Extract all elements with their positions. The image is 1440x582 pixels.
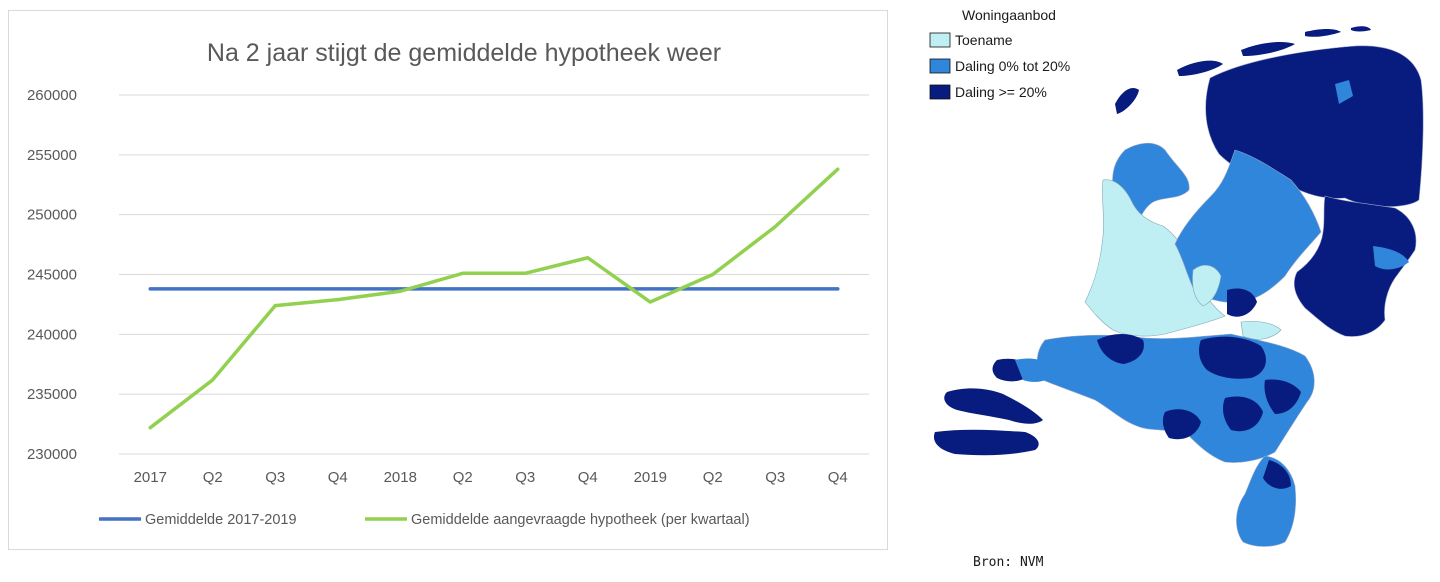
netherlands-map: Woningaanbod Toename Daling 0% tot 20% D… — [929, 7, 1424, 570]
region-east-medium — [1373, 246, 1409, 270]
x-tick-label: 2017 — [134, 469, 167, 486]
chart-panel: Na 2 jaar stijgt de gemiddelde hypotheek… — [8, 10, 888, 550]
map-source: Bron: NVM — [973, 555, 1044, 570]
map-legend-item-toename: Toename — [929, 32, 1013, 48]
y-tick-label: 250000 — [27, 207, 77, 224]
map-legend-title: Woningaanbod — [962, 7, 1056, 23]
map-legend-item-daling-0-20: Daling 0% tot 20% — [929, 58, 1070, 74]
x-tick-label: Q3 — [515, 469, 535, 486]
y-tick-label: 260000 — [27, 87, 77, 104]
wadden-islands — [1115, 26, 1371, 114]
x-tick-label: 2019 — [634, 469, 667, 486]
chart-title: Na 2 jaar stijgt de gemiddelde hypotheek… — [207, 39, 721, 67]
data-point — [211, 287, 215, 291]
data-point — [586, 287, 590, 291]
x-tick-label: Q2 — [453, 469, 473, 486]
map-legend-item-daling-20: Daling >= 20% — [929, 84, 1047, 100]
x-tick-label: Q4 — [328, 469, 348, 486]
map-legend-label: Daling 0% tot 20% — [955, 58, 1070, 74]
region-utrecht — [1192, 264, 1222, 307]
y-tick-label: 255000 — [27, 147, 77, 164]
legend-swatch-daling-20 — [929, 84, 951, 100]
x-tick-label: 2018 — [384, 469, 417, 486]
data-point — [211, 378, 215, 382]
data-point — [336, 298, 340, 302]
region-betuwe-light — [1240, 320, 1282, 340]
region-brabant-east-dark — [1264, 379, 1301, 414]
legend-swatch-toename — [929, 32, 951, 48]
data-point — [711, 287, 715, 291]
region-rotterdam-dark — [1097, 334, 1144, 364]
data-point — [336, 287, 340, 291]
region-north-light — [1335, 80, 1353, 104]
data-point — [836, 287, 840, 291]
data-point — [461, 271, 465, 275]
x-tick-label: Q3 — [765, 469, 785, 486]
map-legend-label: Daling >= 20% — [955, 84, 1047, 100]
data-point — [836, 167, 840, 171]
data-point — [523, 287, 527, 291]
region-limburg-dark — [1263, 460, 1291, 489]
region-breda-dark — [1162, 409, 1201, 440]
data-point — [648, 300, 652, 304]
data-point — [773, 225, 777, 229]
region-zeeland-medium — [1015, 358, 1055, 382]
x-tick-label: Q4 — [828, 469, 848, 486]
x-tick-label: Q2 — [203, 469, 223, 486]
data-point — [273, 304, 277, 308]
region-brabant-mid-dark — [1223, 396, 1263, 432]
data-point — [148, 426, 152, 430]
region-veluwe — [1227, 288, 1257, 317]
x-tick-label: Q3 — [265, 469, 285, 486]
y-tick-label: 240000 — [27, 326, 77, 343]
region-randstad-coast — [1084, 179, 1226, 337]
data-point — [773, 287, 777, 291]
data-point — [648, 287, 652, 291]
data-point — [711, 273, 715, 276]
region-east — [1293, 195, 1417, 337]
legend-swatch-daling-0-20 — [929, 58, 951, 74]
series-line-1 — [148, 167, 840, 430]
y-tick-label: 230000 — [27, 446, 77, 463]
y-tick-label: 245000 — [27, 267, 77, 284]
region-den-bosch-dark — [1199, 336, 1266, 379]
y-tick-label: 235000 — [27, 386, 77, 403]
map-legend-label: Toename — [955, 32, 1013, 48]
data-point — [398, 289, 402, 293]
legend-label: Gemiddelde aangevraagde hypotheek (per k… — [411, 512, 750, 528]
data-point — [461, 287, 465, 291]
legend-label: Gemiddelde 2017-2019 — [145, 512, 297, 528]
data-point — [273, 287, 277, 291]
x-tick-label: Q4 — [578, 469, 598, 486]
x-tick-label: Q2 — [703, 469, 723, 486]
data-point — [523, 271, 527, 275]
data-point — [148, 287, 152, 291]
line-chart: Na 2 jaar stijgt de gemiddelde hypotheek… — [27, 39, 869, 528]
map-panel: Woningaanbod Toename Daling 0% tot 20% D… — [925, 0, 1440, 577]
data-point — [586, 256, 590, 260]
